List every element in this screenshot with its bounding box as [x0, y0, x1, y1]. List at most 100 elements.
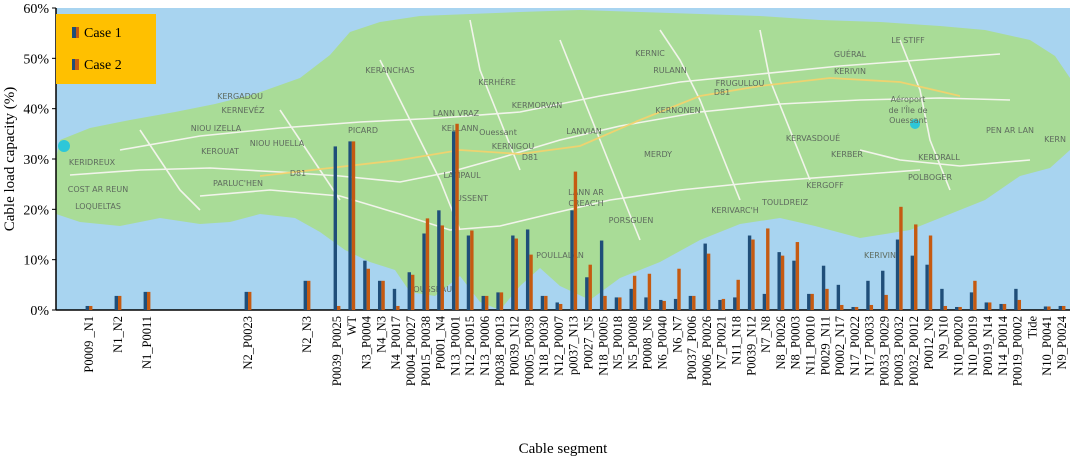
bar-case1 [777, 252, 781, 310]
x-tick-label: N8_P0003 [789, 316, 803, 369]
y-ticks: 0% 10% 20% 30% 40% 50% 60% [23, 2, 56, 319]
bar-case2 [484, 295, 489, 310]
legend-swatch-case2-blue [72, 59, 75, 70]
map-label: KERNEVÉZ [222, 104, 265, 115]
bar-case1 [999, 303, 1003, 310]
island-land [56, 10, 1070, 310]
map-label: MERDY [644, 150, 672, 159]
island-land-west [56, 140, 340, 216]
x-tick-label: WT [345, 316, 359, 336]
bar-case1 [910, 255, 915, 310]
bar-case2 [1047, 306, 1051, 310]
bar-case2 [618, 297, 622, 310]
bar-case1 [807, 293, 811, 310]
x-tick-label: P0032_P0012 [907, 316, 921, 386]
bar-case1 [866, 280, 870, 310]
bar-case2 [736, 279, 740, 310]
map-label: de l'Île de [888, 104, 927, 115]
bar-case2 [396, 305, 400, 310]
legend-swatch-case1-blue [72, 27, 76, 38]
x-tick-label: N14_P0014 [996, 315, 1010, 375]
map-label: FRUGULLOU [716, 79, 765, 88]
map-label: KERNIC [635, 49, 665, 58]
bar-case2 [351, 141, 356, 310]
bar-case1 [585, 277, 589, 310]
bar-case2 [840, 304, 844, 310]
y-tick-label: 30% [23, 153, 49, 168]
bar-case2 [248, 291, 252, 310]
map-label: KERIVIN [834, 67, 866, 76]
bar-case2 [780, 255, 785, 310]
map-label: KEROUAT [201, 147, 239, 156]
bar-case1 [895, 239, 900, 310]
bar-case1 [747, 235, 752, 310]
x-tick-label: P0009 _N1 [82, 316, 96, 373]
bar-case1 [525, 229, 530, 310]
x-tick-label: P0027_N5 [582, 316, 596, 369]
bar-case1 [348, 141, 352, 310]
bar-case1 [718, 299, 722, 310]
bar-case2 [588, 264, 592, 310]
bar-case2 [825, 288, 829, 310]
map-label: ROUSSEAU [408, 285, 452, 294]
bar-case1 [969, 292, 974, 310]
bar-case1 [762, 293, 767, 310]
bar-case2 [928, 235, 933, 310]
x-tick-label: N7_P0021 [715, 316, 729, 369]
bar-case2 [1002, 303, 1007, 310]
bar-case2 [573, 171, 578, 310]
bar-case1 [466, 235, 471, 310]
map-label: LOQUELTAS [75, 202, 121, 211]
map-label: KERGADOU [217, 92, 263, 101]
map-label: PICARD [348, 126, 378, 135]
bar-case2 [632, 275, 637, 310]
map-label: PARLUC'HEN [213, 179, 263, 188]
legend-box [56, 14, 156, 84]
x-tick-label: N13_P0006 [478, 316, 492, 376]
map-label: PORSGUEN [609, 216, 654, 225]
bar-case2 [499, 292, 504, 310]
bar-case1 [1014, 288, 1018, 310]
bar-case1 [392, 288, 397, 310]
y-tick-label: 50% [23, 52, 49, 67]
map-label: NIOU HUELLA [250, 139, 305, 148]
bar-case1 [821, 265, 826, 310]
bar-case2 [89, 305, 93, 310]
map-label: KERHÉRE [478, 76, 516, 87]
bar-case1 [422, 233, 426, 310]
x-ticks: P0009 _N1 N1_N2 N1_P0011 N2_P0023 N2_N3 P0039… [82, 315, 1069, 386]
x-tick-label: Tide [1025, 316, 1039, 339]
bar-case2 [751, 239, 755, 310]
bar-case2 [410, 274, 415, 310]
map-label: KERIDREUX [69, 158, 116, 167]
x-tick-label: P0006_P0026 [700, 316, 714, 386]
x-tick-label: P0039_P0025 [330, 316, 344, 386]
x-tick-label: N10_P0019 [966, 316, 980, 376]
bar-case2 [1017, 299, 1022, 310]
x-tick-label: P0019_N14 [981, 315, 995, 375]
bar-case1 [1058, 305, 1062, 310]
x-tick-label: N4_P0017 [389, 316, 403, 369]
x-tick-label: N1_N2 [111, 316, 125, 353]
map-label: LAMPAUL [443, 171, 481, 180]
bar-case2 [603, 295, 607, 310]
bar-case1 [303, 280, 307, 310]
y-tick-label: 0% [30, 304, 49, 319]
y-tick-label: 20% [23, 203, 49, 218]
map-label: KERIVIN [864, 251, 896, 260]
x-tick-label: N3_P0004 [360, 315, 374, 369]
x-tick-label: P0012_N9 [922, 316, 936, 369]
highway-network [259, 77, 961, 177]
x-tick-label: N10_P0041 [1040, 316, 1054, 376]
map-label: LANVIAN [566, 127, 601, 136]
map-label: KERVASDOUÉ [786, 132, 840, 143]
bar-case1 [437, 210, 441, 310]
bar-case2 [958, 306, 962, 310]
bar-case1 [570, 210, 574, 310]
x-tick-label: P0003_P0032 [892, 316, 906, 386]
bar-case1 [599, 240, 604, 310]
road-network [69, 19, 1031, 241]
x-tick-label: N9_P0024 [1055, 315, 1069, 369]
bar-case1 [955, 306, 959, 310]
x-tick-label: P0039_N12 [744, 316, 758, 376]
